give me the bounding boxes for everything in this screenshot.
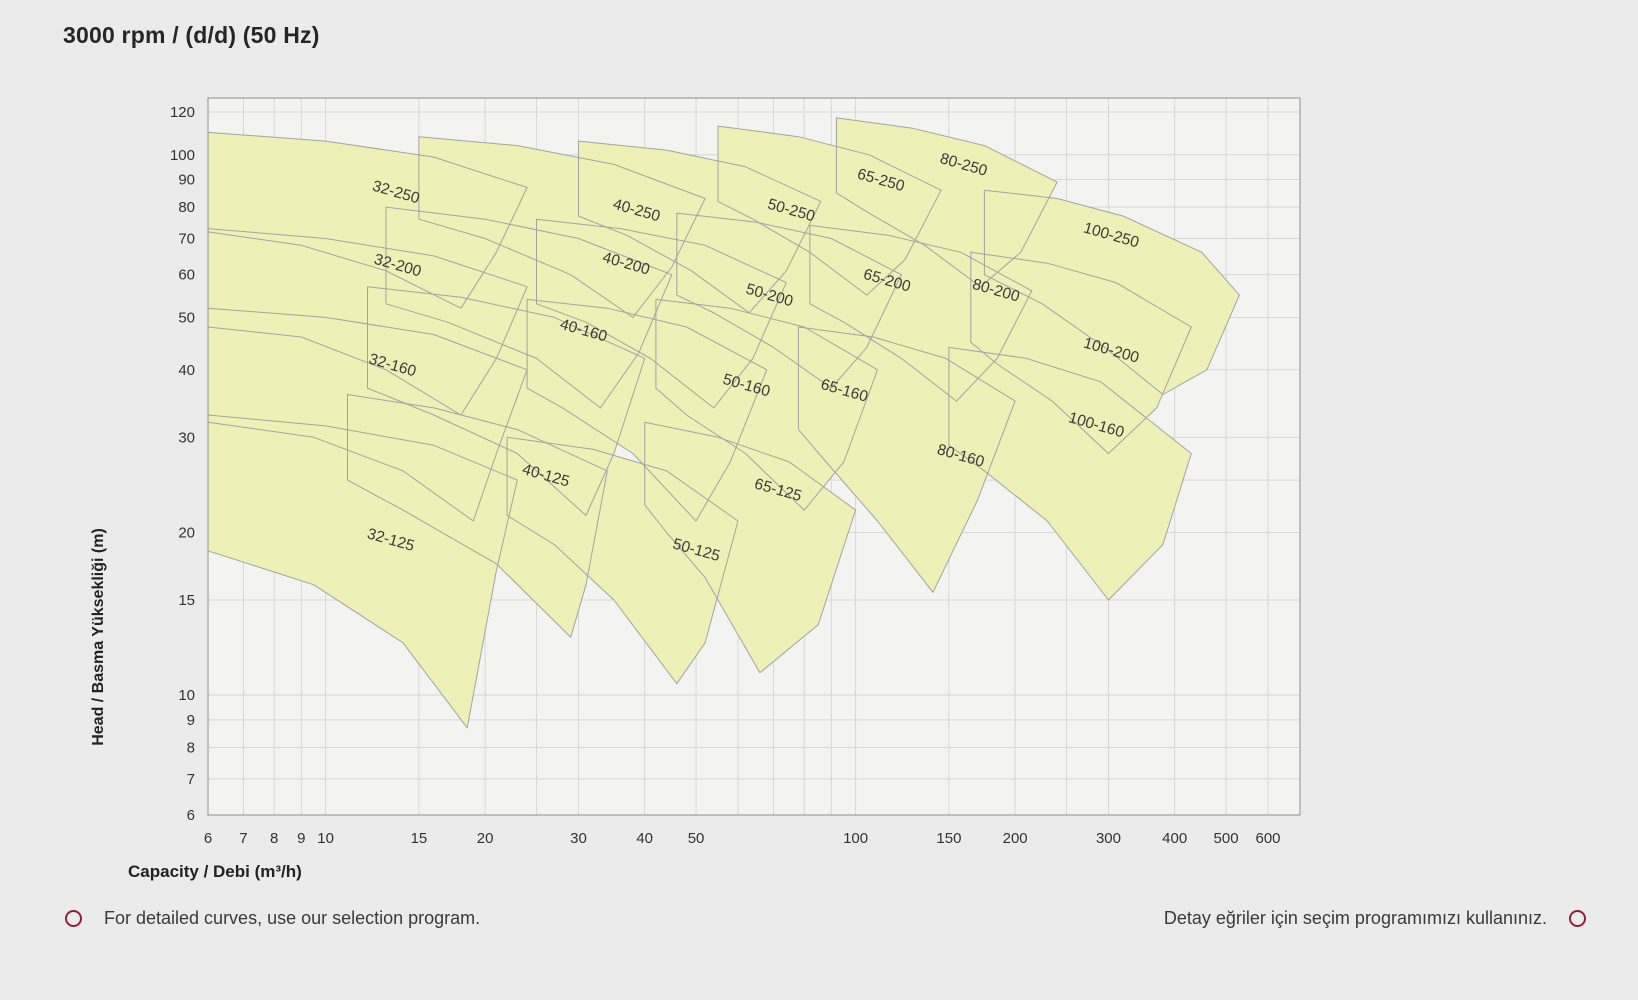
y-axis-title: Head / Basma Yüksekliği (m) xyxy=(90,528,107,746)
pump-region-outline xyxy=(797,326,1016,593)
pump-region-outline xyxy=(578,140,822,314)
x-tick-label: 100 xyxy=(843,830,868,847)
pump-region-outline xyxy=(809,224,1033,402)
pump-region-outline xyxy=(207,414,518,729)
pump-region-outline xyxy=(207,228,528,416)
footer-note-tr: Detay eğriler için seçim programımızı ku… xyxy=(1164,908,1586,929)
y-tick-label: 8 xyxy=(187,739,195,756)
y-tick-label: 50 xyxy=(178,309,195,326)
pump-region-outline xyxy=(655,298,878,511)
y-tick-label: 30 xyxy=(178,429,195,446)
pump-region xyxy=(948,347,1192,600)
y-tick-label: 100 xyxy=(170,147,195,164)
pump-region-outline xyxy=(526,298,768,522)
y-tick-label: 120 xyxy=(170,104,195,121)
pump-region-outline xyxy=(207,307,528,522)
footer-note-tr-text: Detay eğriler için seçim programımızı ku… xyxy=(1163,908,1547,928)
y-tick-label: 6 xyxy=(187,807,195,824)
pump-region-outline xyxy=(983,189,1240,395)
pump-region xyxy=(644,422,856,673)
x-tick-label: 15 xyxy=(411,830,428,847)
pump-region-outline xyxy=(970,251,1192,454)
axis-titles: Capacity / Debi (m³/h) Head / Basma Yükse… xyxy=(90,528,302,881)
x-tick-label: 9 xyxy=(297,830,305,847)
x-tick-label: 150 xyxy=(936,830,961,847)
axis-ticks: 6 7 8 9 10 15 20 30 40 50 60 70 80 90 100 120 6 7 8 9 10 15 20… xyxy=(170,104,1281,847)
y-tick-label: 10 xyxy=(178,687,195,704)
y-tick-label: 7 xyxy=(187,771,195,788)
y-tick-label: 40 xyxy=(178,362,195,379)
x-axis-title: Capacity / Debi (m³/h) xyxy=(128,862,302,881)
pump-region-outline xyxy=(207,131,528,309)
pump-region-outline xyxy=(385,206,673,409)
pump-region-outline xyxy=(835,117,1058,288)
pump-region-outline xyxy=(347,394,608,638)
pump-region-outline xyxy=(506,436,739,685)
x-tick-label: 20 xyxy=(477,830,494,847)
y-tick-label: 9 xyxy=(187,712,195,729)
y-tick-label: 60 xyxy=(178,267,195,284)
pump-region-outline xyxy=(948,346,1192,601)
bullet-circle-icon xyxy=(1569,910,1586,927)
y-tick-label: 80 xyxy=(178,199,195,216)
y-tick-label: 20 xyxy=(178,524,195,541)
y-tick-label: 70 xyxy=(178,230,195,247)
pump-region-outline xyxy=(644,421,857,674)
pump-regions xyxy=(208,117,1240,728)
x-tick-label: 8 xyxy=(270,830,278,847)
x-tick-label: 200 xyxy=(1003,830,1028,847)
footer: For detailed curves, use our selection p… xyxy=(65,908,1586,929)
bullet-circle-icon xyxy=(65,910,82,927)
pump-region-outlines xyxy=(207,117,1240,729)
y-tick-label: 15 xyxy=(178,592,195,609)
pump-region-outline xyxy=(418,136,706,318)
x-tick-label: 50 xyxy=(688,830,705,847)
x-tick-label: 300 xyxy=(1096,830,1121,847)
x-tick-label: 10 xyxy=(317,830,334,847)
pump-region-outline xyxy=(536,218,787,409)
x-tick-label: 6 xyxy=(204,830,212,847)
x-tick-label: 40 xyxy=(636,830,653,847)
x-tick-label: 400 xyxy=(1162,830,1187,847)
plot-border xyxy=(207,97,1301,816)
footer-note-en-text: For detailed curves, use our selection p… xyxy=(104,908,481,928)
y-tick-label: 90 xyxy=(178,172,195,189)
x-tick-label: 500 xyxy=(1214,830,1239,847)
page-title: 3000 rpm / (d/d) (50 Hz) xyxy=(63,22,320,48)
x-tick-label: 7 xyxy=(239,830,247,847)
footer-note-en: For detailed curves, use our selection p… xyxy=(65,908,480,929)
x-tick-label: 30 xyxy=(570,830,587,847)
x-tick-label: 600 xyxy=(1255,830,1280,847)
pump-region-outline xyxy=(717,125,942,296)
pump-region-outline xyxy=(367,286,646,516)
